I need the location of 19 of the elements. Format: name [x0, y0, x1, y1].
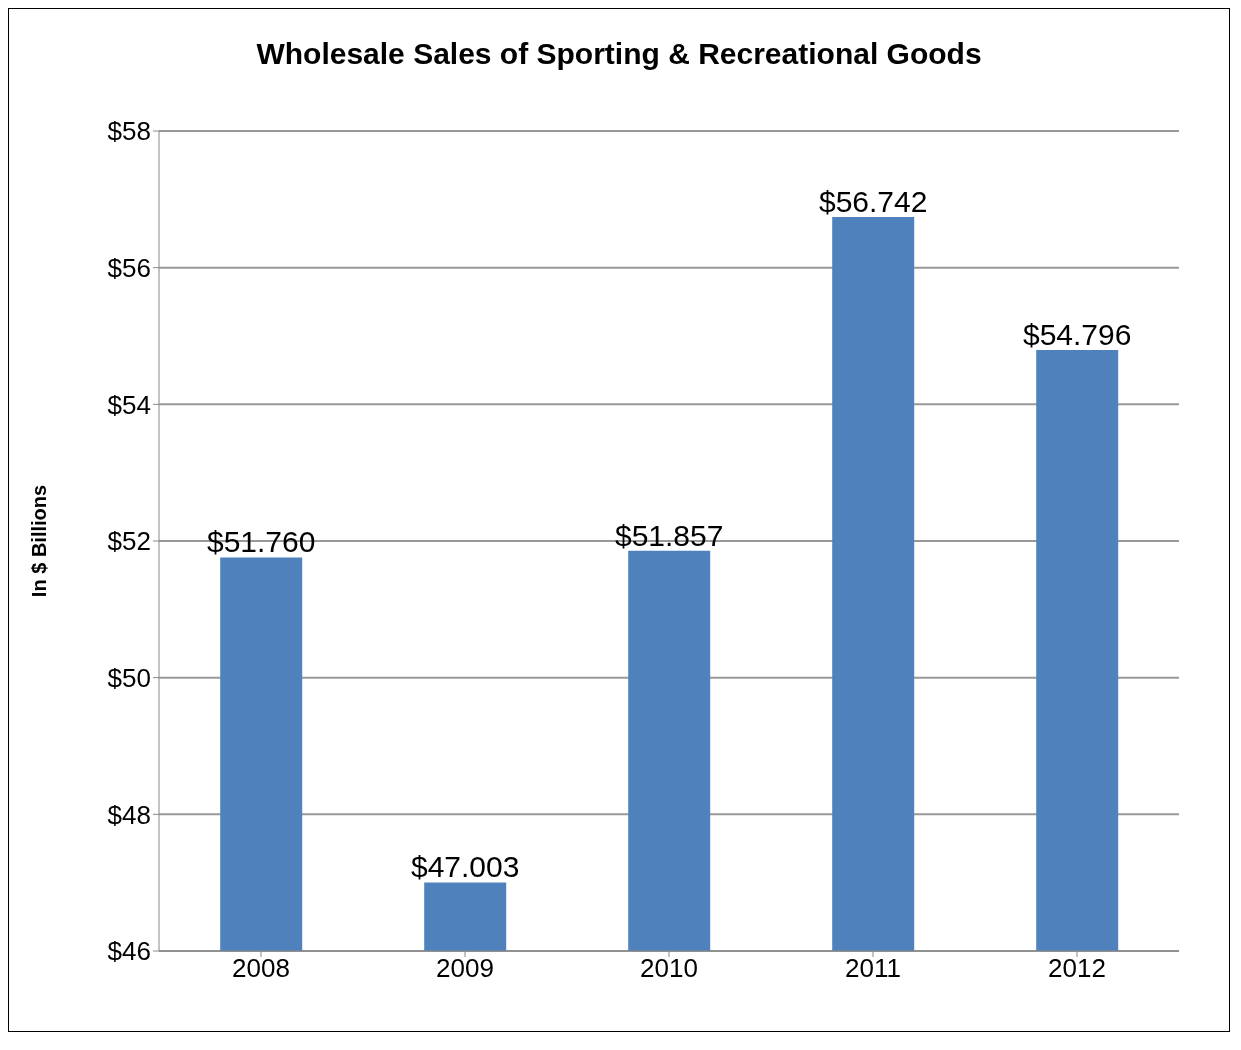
y-tick-label: $56: [107, 252, 151, 283]
y-tick-label: $46: [107, 936, 151, 967]
x-tick-label: 2009: [436, 953, 494, 984]
x-tick-label: 2011: [845, 953, 901, 984]
y-tick-label: $52: [107, 526, 151, 557]
data-label: $47.003: [410, 850, 520, 884]
y-tick-label: $58: [107, 116, 151, 147]
y-tick-label: $48: [107, 799, 151, 830]
data-label: $56.742: [818, 184, 928, 218]
data-label: $51.857: [614, 518, 724, 552]
y-tick-label: $50: [107, 662, 151, 693]
data-label: $54.796: [1022, 317, 1132, 351]
y-tick-label: $54: [107, 389, 151, 420]
chart-title: Wholesale Sales of Sporting & Recreational Goods: [255, 37, 983, 71]
y-axis-title: In $ Billions: [28, 484, 51, 598]
x-tick-label: 2008: [232, 953, 290, 984]
x-tick-label: 2012: [1048, 953, 1106, 984]
data-label: $51.760: [206, 525, 316, 559]
x-tick-label: 2010: [640, 953, 698, 984]
